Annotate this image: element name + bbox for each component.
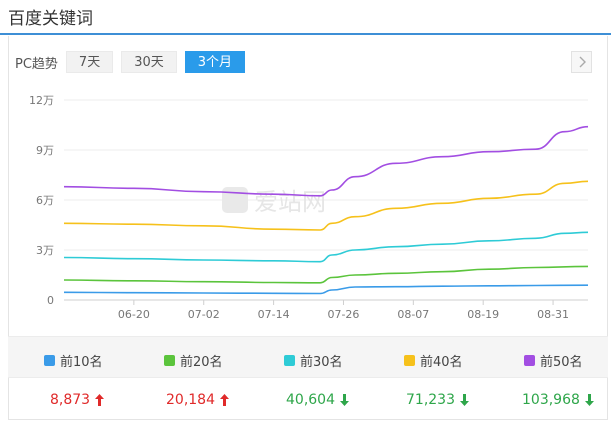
arrow-down-icon <box>460 394 469 406</box>
legend-item-top10[interactable]: 前10名 <box>44 351 103 370</box>
summary-value: 40,604 <box>286 392 335 408</box>
watermark-logo-icon <box>222 187 248 213</box>
range-toolbar: PC趋势 7天 30天 3个月 <box>15 51 253 73</box>
legend-swatch <box>44 355 55 366</box>
x-tick-label: 08-31 <box>537 308 569 321</box>
trend-chart: 爱站网 0 3万 6万 9万 12万 06-20 07-02 07-14 07-26 08-07… <box>29 94 589 321</box>
series-line-top10[interactable] <box>63 284 589 295</box>
tab-3-months[interactable]: 3个月 <box>184 51 246 73</box>
legend-label: 前30名 <box>300 355 343 370</box>
summary-values-row: 8,873 20,184 40,604 71,233 103,968 <box>8 379 608 420</box>
legend-item-top30[interactable]: 前30名 <box>284 351 343 370</box>
arrow-up-icon <box>95 394 105 406</box>
legend-swatch <box>404 355 415 366</box>
series-line-top40[interactable] <box>63 180 589 231</box>
tab-7-days[interactable]: 7天 <box>65 51 114 73</box>
y-tick-label: 12万 <box>29 94 54 107</box>
arrow-down-icon <box>340 394 349 406</box>
y-tick-label: 0 <box>47 294 54 307</box>
series-lines <box>63 125 589 295</box>
legend-label: 前50名 <box>540 355 583 370</box>
watermark: 爱站网 <box>222 187 326 216</box>
series-line-top30[interactable] <box>63 231 589 263</box>
summary-value: 20,184 <box>166 392 215 408</box>
summary-value-top30: 40,604 <box>286 392 350 408</box>
y-tick-label: 6万 <box>36 194 54 207</box>
watermark-text: 爱站网 <box>254 188 326 216</box>
y-tick-label: 3万 <box>36 244 54 257</box>
summary-value-top20: 20,184 <box>166 392 230 408</box>
x-axis-ticks: 06-20 07-02 07-14 07-26 08-07 08-19 08-31 <box>118 300 569 321</box>
x-tick-label: 08-19 <box>467 308 499 321</box>
tab-30-days[interactable]: 30天 <box>121 51 177 73</box>
legend-swatch <box>164 355 175 366</box>
next-button[interactable] <box>571 51 592 73</box>
x-tick-label: 06-20 <box>118 308 150 321</box>
legend-swatch <box>284 355 295 366</box>
legend-label: 前10名 <box>60 355 103 370</box>
page-title: 百度关键词 <box>8 9 93 29</box>
y-tick-label: 9万 <box>36 144 54 157</box>
summary-value: 8,873 <box>50 392 91 408</box>
legend-label: 前40名 <box>420 355 463 370</box>
summary-value-top50: 103,968 <box>522 392 595 408</box>
arrow-up-icon <box>220 394 229 406</box>
legend-item-top40[interactable]: 前40名 <box>404 351 463 370</box>
legend-label: 前20名 <box>180 355 223 370</box>
device-label: PC趋势 <box>15 56 58 72</box>
arrow-down-icon <box>584 394 594 406</box>
x-tick-label: 07-14 <box>258 308 290 321</box>
series-line-top50[interactable] <box>63 125 589 197</box>
grid-lines <box>64 99 588 301</box>
summary-value: 71,233 <box>406 392 455 408</box>
title-rule <box>0 33 611 35</box>
legend-swatch <box>524 355 535 366</box>
chevron-right-icon <box>579 56 586 68</box>
series-line-top20[interactable] <box>63 265 589 284</box>
x-tick-label: 07-26 <box>327 308 359 321</box>
y-axis-ticks: 0 3万 6万 9万 12万 <box>29 94 54 307</box>
legend-item-top20[interactable]: 前20名 <box>164 351 223 370</box>
x-tick-label: 08-07 <box>397 308 429 321</box>
x-tick-label: 07-02 <box>188 308 220 321</box>
summary-value-top40: 71,233 <box>406 392 470 408</box>
legend-item-top50[interactable]: 前50名 <box>524 351 583 370</box>
summary-value: 103,968 <box>522 392 580 408</box>
legend-bar: 前10名 前20名 前30名 前40名 前50名 <box>8 336 608 378</box>
summary-value-top10: 8,873 <box>50 392 105 408</box>
